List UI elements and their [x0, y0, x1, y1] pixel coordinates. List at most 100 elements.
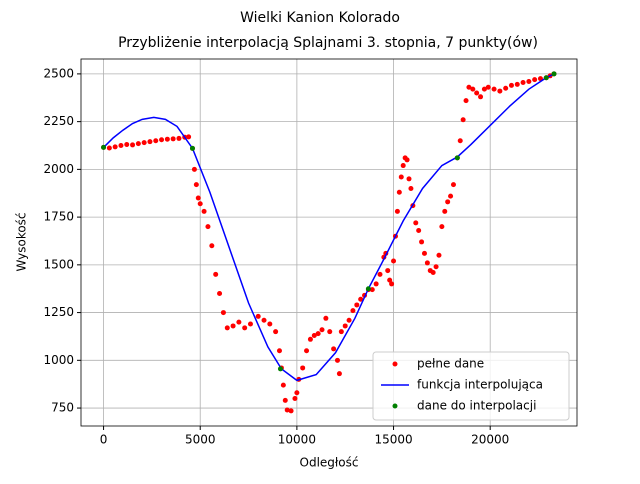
data-point [170, 136, 176, 142]
data-point [491, 86, 497, 92]
data-point [416, 227, 422, 233]
data-point [526, 79, 532, 85]
data-point [419, 239, 425, 245]
data-point [338, 329, 344, 335]
data-point [334, 357, 340, 363]
x-tick-label: 10000 [278, 433, 316, 447]
y-tick-label: 1750 [43, 210, 74, 224]
data-point [503, 85, 509, 91]
chart-title: Wielki Kanion Kolorado [240, 10, 400, 26]
data-point [466, 84, 472, 90]
y-tick-label: 750 [51, 401, 74, 415]
legend-label: pełne dane [417, 357, 484, 371]
data-point [213, 271, 219, 277]
data-point [236, 319, 242, 325]
data-point [478, 94, 484, 100]
legend: pełne dane funkcja interpolująca dane do i… [372, 351, 570, 421]
data-point [267, 321, 273, 327]
series-line [103, 73, 555, 382]
data-point [205, 224, 211, 230]
data-point [319, 327, 325, 333]
data-point [394, 208, 400, 214]
data-point [406, 176, 412, 182]
y-tick-label: 1000 [43, 353, 74, 367]
data-point [242, 325, 248, 331]
data-point [354, 302, 360, 308]
data-point [189, 145, 195, 151]
data-point [543, 75, 549, 81]
x-tick-label: 20000 [471, 433, 509, 447]
legend-marker [392, 361, 398, 367]
data-point [307, 336, 313, 342]
data-point [377, 271, 383, 277]
data-point [224, 325, 230, 331]
data-point [323, 315, 329, 321]
data-point [346, 317, 352, 323]
data-point [197, 201, 203, 207]
data-point [404, 157, 410, 163]
data-point [442, 208, 448, 214]
data-point [481, 86, 487, 92]
data-point [433, 264, 439, 270]
chart-subtitle: Przybliżenie interpolacją Splajnami 3. s… [118, 35, 538, 51]
legend-label: funkcja interpolująca [417, 378, 543, 392]
data-point [141, 140, 147, 146]
data-point [387, 277, 393, 283]
data-point [430, 269, 436, 275]
data-point [463, 98, 469, 104]
data-point [391, 258, 397, 264]
data-point [304, 348, 310, 354]
data-point [400, 163, 406, 169]
data-point [436, 252, 442, 258]
data-point [209, 243, 215, 249]
data-point [485, 84, 491, 90]
data-point [413, 220, 419, 226]
data-point [311, 332, 317, 338]
data-point [288, 408, 294, 414]
y-tick-label: 1250 [43, 305, 74, 319]
data-point [153, 138, 159, 144]
data-point [247, 321, 253, 327]
data-point [373, 281, 379, 287]
data-point [457, 138, 463, 144]
data-point [460, 117, 466, 123]
data-point [176, 135, 182, 141]
data-point [358, 296, 364, 302]
data-point [255, 313, 261, 319]
data-point [106, 145, 112, 151]
y-tick-label: 2250 [43, 114, 74, 128]
data-point [445, 199, 451, 205]
data-point [350, 308, 356, 314]
x-tick-label: 15000 [374, 433, 412, 447]
data-point [508, 82, 514, 88]
data-point [195, 195, 201, 201]
data-point [448, 193, 454, 199]
data-point [396, 189, 402, 195]
data-point [365, 286, 371, 292]
data-point [282, 397, 288, 403]
data-point [273, 329, 279, 335]
data-point [450, 182, 456, 188]
data-point [439, 224, 445, 230]
y-tick-label: 2500 [43, 66, 74, 80]
data-point [284, 407, 290, 413]
data-point [336, 371, 342, 377]
x-axis-label: Odległość [300, 456, 359, 470]
data-point [164, 136, 170, 142]
data-point [201, 208, 207, 214]
data-point [520, 79, 526, 85]
data-point [532, 77, 538, 83]
data-point [217, 290, 223, 296]
data-point [112, 144, 118, 150]
data-point [191, 166, 197, 172]
data-point [389, 281, 395, 287]
data-point [300, 365, 306, 371]
data-point [118, 142, 124, 148]
data-point [159, 137, 165, 143]
data-point [454, 155, 460, 161]
data-point [398, 174, 404, 180]
y-axis-label: Wysokość [15, 212, 29, 271]
x-tick-label: 5000 [185, 433, 216, 447]
data-point [193, 182, 199, 188]
